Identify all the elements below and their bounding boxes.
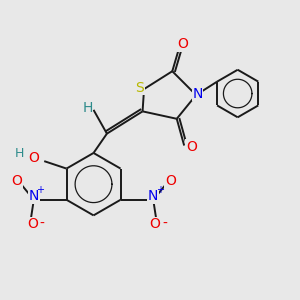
Text: O: O: [28, 151, 39, 165]
Text: S: S: [135, 81, 144, 94]
Text: O: O: [177, 38, 188, 52]
Text: N: N: [148, 189, 158, 203]
Text: H: H: [15, 147, 25, 160]
Text: O: O: [149, 218, 160, 232]
Text: O: O: [27, 218, 38, 232]
Text: N: N: [28, 189, 39, 203]
Text: O: O: [186, 140, 197, 154]
Text: -: -: [40, 217, 45, 231]
Text: +: +: [156, 185, 164, 195]
Text: O: O: [11, 174, 22, 188]
Text: -: -: [162, 217, 167, 231]
Text: O: O: [165, 174, 176, 188]
Text: H: H: [82, 101, 93, 116]
Text: +: +: [36, 185, 44, 195]
Text: N: N: [192, 86, 203, 100]
